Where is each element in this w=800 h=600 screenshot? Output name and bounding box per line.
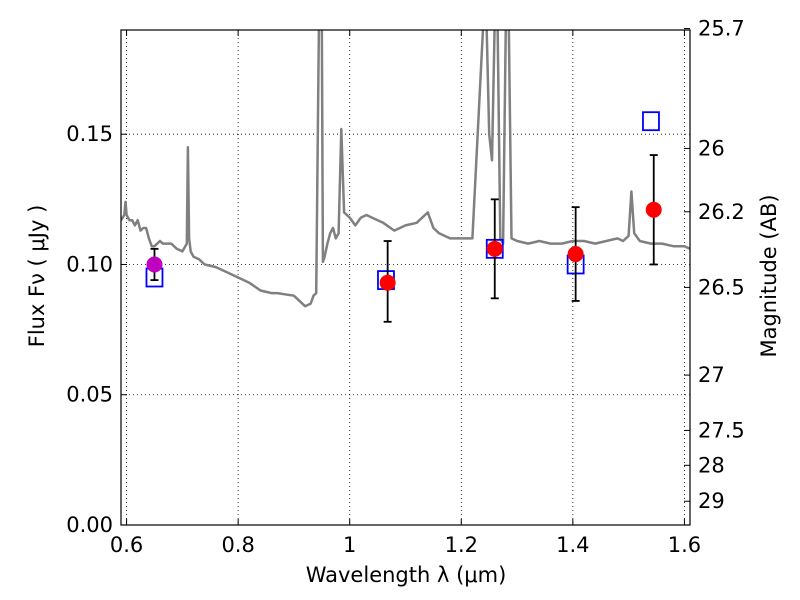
observed-flux-point [379,274,396,291]
observed-flux-point [645,201,662,218]
grid [121,30,690,526]
mag-tick-label: 27.5 [698,418,745,442]
mag-tick-label: 27 [698,363,725,387]
mag-tick-label: 29 [698,489,725,513]
y-tick-label: 0.15 [66,122,113,146]
model-spectrum-line [121,30,690,308]
mag-tick-label: 25.7 [698,17,745,41]
y-tick-label: 0.00 [66,513,113,537]
observed-flux-point [486,240,503,257]
observed-flux-point [146,256,163,273]
right-axis-label: Magnitude (AB) [757,194,781,357]
x-axis-label: Wavelength λ (μm) [306,563,507,587]
model-photometry-marker [642,111,660,132]
x-tick-label: 1.4 [556,533,589,557]
x-tick-label: 1.2 [445,533,478,557]
x-tick-label: 0.6 [110,533,143,557]
observed-flux-point [567,246,584,263]
x-tick-label: 1 [343,533,356,557]
y-tick-label: 0.05 [66,383,113,407]
x-tick-label: 1.6 [668,533,701,557]
mag-tick-label: 26 [698,136,725,160]
mag-tick-label: 26.5 [698,275,745,299]
mag-tick-label: 28 [698,453,725,477]
mag-tick-label: 26.2 [698,200,745,224]
y-tick-label: 0.10 [66,252,113,276]
plot-area [121,30,690,323]
x-tick-label: 0.8 [221,533,254,557]
plot-frame [120,29,691,526]
axes: 0.6 0.8 1 1.2 1.4 1.6 0.00 0.05 0.10 0.15 25.7 26 26… [66,17,745,557]
y-axis-label: Flux Fν ( μJy ) [25,205,49,348]
